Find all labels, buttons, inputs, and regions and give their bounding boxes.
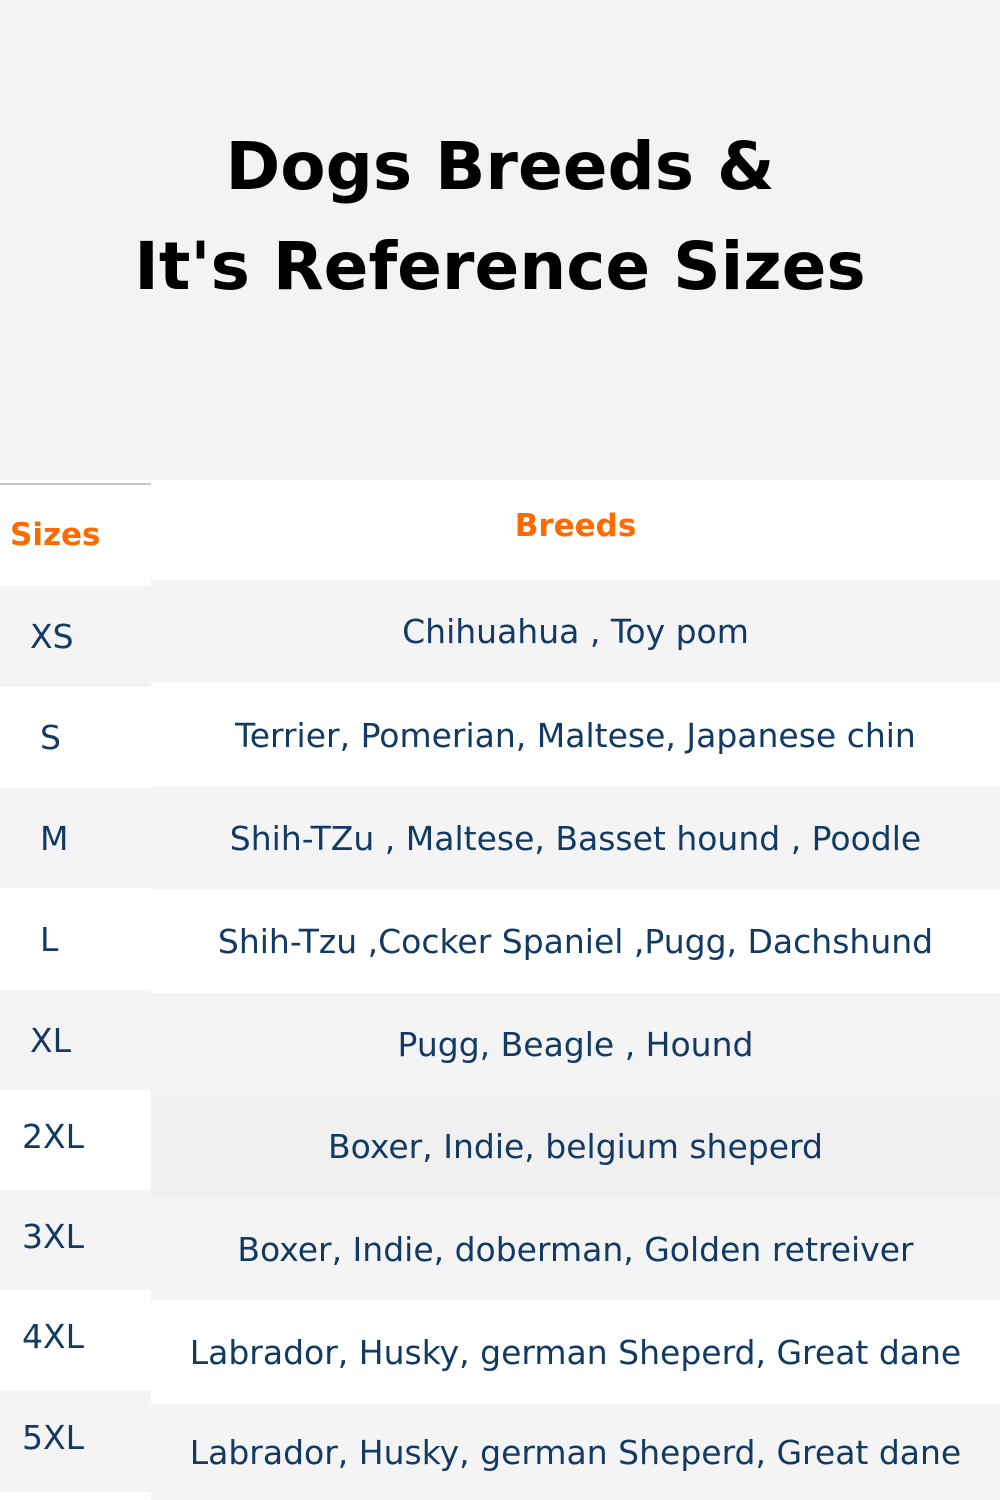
breeds-cell: Labrador, Husky, german Sheperd, Great d… xyxy=(151,1300,1000,1404)
title-line-1: Dogs Breeds & xyxy=(225,128,775,205)
size-cell: M xyxy=(0,788,151,888)
title-banner xyxy=(0,0,1000,480)
breeds-cell: Boxer, Indie, doberman, Golden retreiver xyxy=(151,1198,1000,1300)
size-cell: 2XL xyxy=(0,1090,151,1190)
breeds-cell: Boxer, Indie, belgium sheperd xyxy=(151,1095,1000,1198)
size-cell: L xyxy=(0,888,151,990)
breeds-header: Breeds xyxy=(151,480,1000,580)
breeds-cell: Shih-TZu , Maltese, Basset hound , Poodl… xyxy=(151,787,1000,889)
size-cell: 5XL xyxy=(0,1391,151,1492)
breeds-cell: Labrador, Husky, german Sheperd, Great d… xyxy=(151,1404,1000,1500)
breeds-cell: Shih-Tzu ,Cocker Spaniel ,Pugg, Dachshun… xyxy=(151,889,1000,993)
breeds-cell: Chihuahua , Toy pom xyxy=(151,580,1000,683)
header-divider xyxy=(0,483,151,485)
size-cell: XL xyxy=(0,990,151,1090)
breeds-cell: Terrier, Pomerian, Maltese, Japanese chi… xyxy=(151,683,1000,787)
size-cell: 4XL xyxy=(0,1290,151,1391)
size-cell: 3XL xyxy=(0,1190,151,1290)
size-cell: XS xyxy=(0,586,151,687)
breeds-cell: Pugg, Beagle , Hound xyxy=(151,993,1000,1095)
sizes-header: Sizes xyxy=(0,485,151,585)
size-cell: S xyxy=(0,687,151,788)
title-line-2: It's Reference Sizes xyxy=(134,228,866,305)
